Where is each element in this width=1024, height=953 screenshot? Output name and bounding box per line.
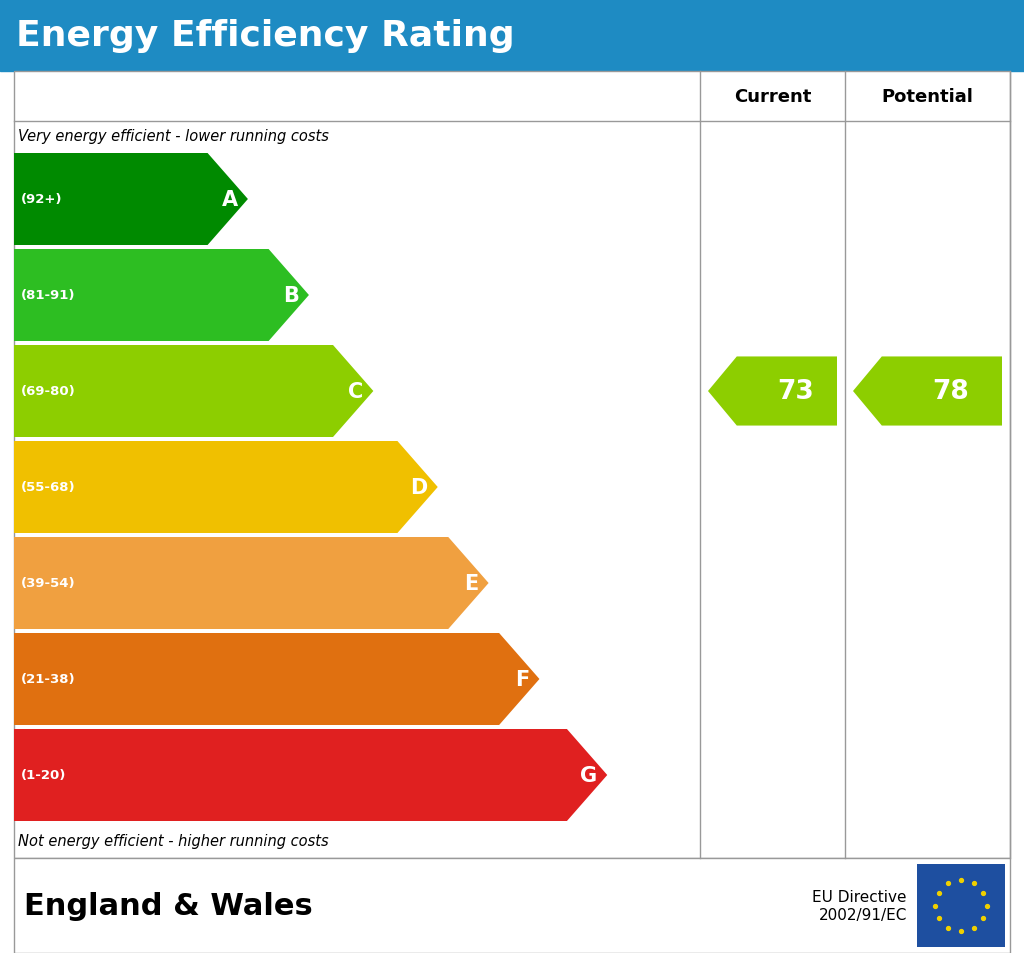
Polygon shape <box>14 250 309 341</box>
Text: 78: 78 <box>932 378 969 405</box>
Text: Energy Efficiency Rating: Energy Efficiency Rating <box>16 19 515 53</box>
Bar <box>14 71 1010 858</box>
Text: Not energy efficient - higher running costs: Not energy efficient - higher running co… <box>18 833 329 848</box>
Text: (39-54): (39-54) <box>22 577 76 590</box>
Text: England & Wales: England & Wales <box>24 891 312 920</box>
Polygon shape <box>708 357 837 426</box>
Text: D: D <box>411 477 428 497</box>
Text: (69-80): (69-80) <box>22 385 76 398</box>
Text: (92+): (92+) <box>22 193 62 206</box>
Text: Very energy efficient - lower running costs: Very energy efficient - lower running co… <box>18 130 329 144</box>
Polygon shape <box>14 729 607 821</box>
Text: A: A <box>222 190 238 210</box>
Bar <box>0 0 1024 71</box>
Text: 73: 73 <box>777 378 814 405</box>
Text: Current: Current <box>734 88 811 106</box>
Text: EU Directive
2002/91/EC: EU Directive 2002/91/EC <box>812 889 907 922</box>
Text: C: C <box>348 381 364 401</box>
Text: Potential: Potential <box>882 88 974 106</box>
Polygon shape <box>14 634 540 725</box>
Polygon shape <box>14 537 488 629</box>
Text: G: G <box>581 765 597 785</box>
Bar <box>918 864 1005 947</box>
Polygon shape <box>14 441 437 534</box>
Text: B: B <box>283 286 299 306</box>
Text: E: E <box>464 574 478 594</box>
Polygon shape <box>853 357 1002 426</box>
Text: (21-38): (21-38) <box>22 673 76 686</box>
Bar <box>14 858 1010 953</box>
Text: (55-68): (55-68) <box>22 481 76 494</box>
Polygon shape <box>14 153 248 246</box>
Text: F: F <box>515 669 529 689</box>
Text: (81-91): (81-91) <box>22 289 76 302</box>
Polygon shape <box>14 346 374 437</box>
Text: (1-20): (1-20) <box>22 769 67 781</box>
